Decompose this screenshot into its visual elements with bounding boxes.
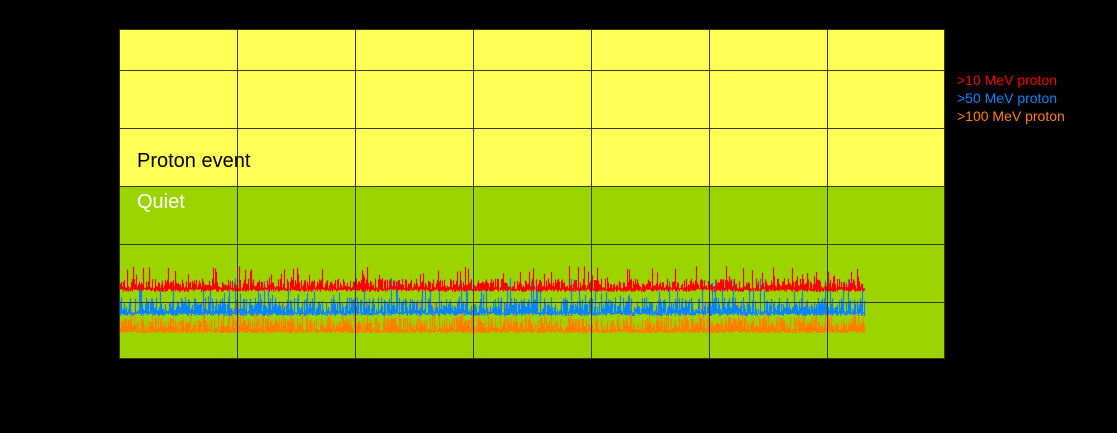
- proton-event-label: Proton event: [137, 150, 251, 172]
- event-zone: [119, 29, 945, 186]
- plot-frame: [119, 29, 945, 359]
- legend-item-50mev: >50 MeV proton: [957, 90, 1058, 106]
- grid-lines: [119, 29, 945, 359]
- quiet-zone: [119, 186, 945, 359]
- legend-item-100mev: >100 MeV proton: [957, 108, 1065, 124]
- legend-item-10mev: >10 MeV proton: [957, 72, 1058, 88]
- quiet-label: Quiet: [137, 191, 185, 213]
- legend: >10 MeV proton >50 MeV proton >100 MeV p…: [957, 71, 1065, 125]
